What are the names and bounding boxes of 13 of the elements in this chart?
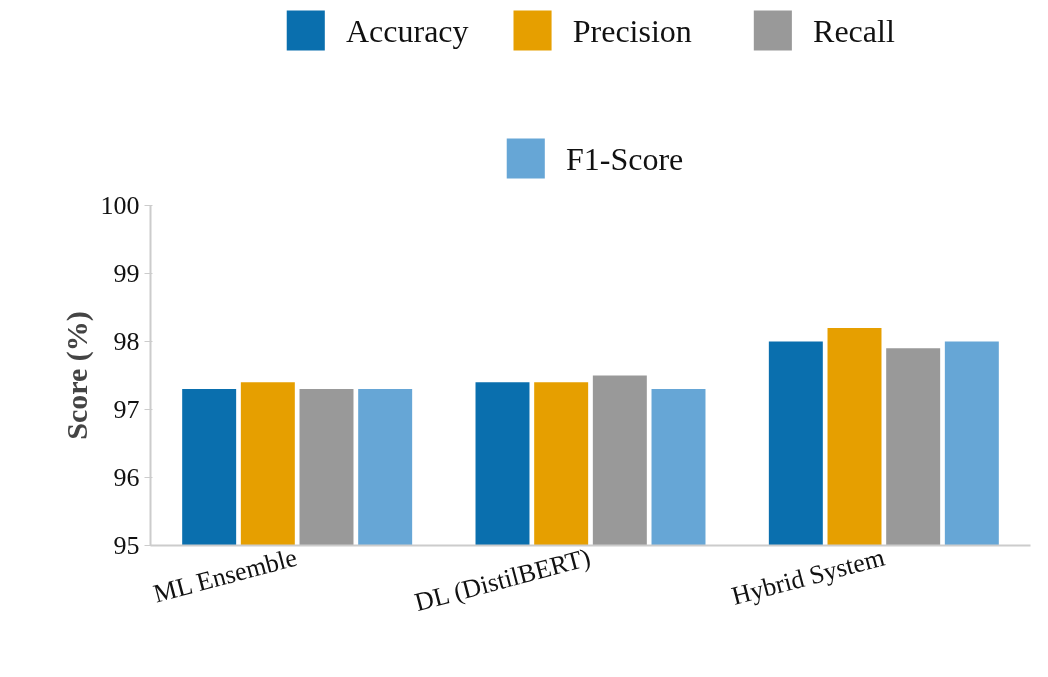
x-tick-label: Hybrid System [728, 542, 888, 611]
y-tick-label: 99 [113, 259, 140, 288]
legend-label: Accuracy [345, 12, 469, 49]
y-axis-title: Score (%) [59, 311, 94, 440]
legend-label: Precision [572, 12, 692, 49]
x-tick-label: ML Ensemble [150, 542, 300, 609]
y-tick-label: 96 [113, 463, 140, 492]
legend-label: F1-Score [565, 140, 684, 177]
y-tick-label: 100 [100, 191, 140, 220]
y-tick-label: 95 [113, 531, 140, 560]
legend-label: Recall [813, 12, 895, 49]
y-tick-label: 98 [113, 327, 140, 356]
y-tick-label: 97 [113, 395, 140, 424]
